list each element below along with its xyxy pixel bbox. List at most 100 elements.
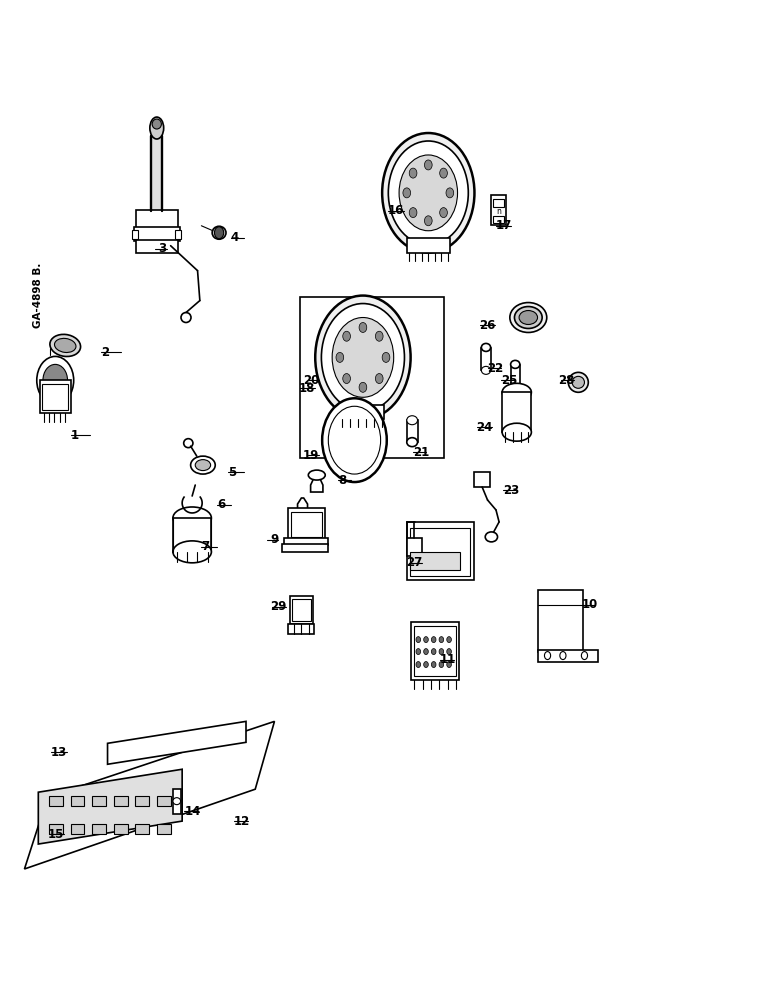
Bar [49,796,63,806]
Ellipse shape [308,470,325,480]
Text: 20: 20 [303,374,319,387]
Bar [70,824,84,834]
Ellipse shape [191,456,215,474]
Circle shape [37,356,73,404]
Ellipse shape [50,334,80,356]
Text: 14: 14 [185,805,201,818]
Circle shape [439,662,444,668]
Bar [157,824,171,834]
Polygon shape [25,721,275,869]
Ellipse shape [568,372,588,392]
Text: 24: 24 [476,421,493,434]
Ellipse shape [519,311,537,324]
Circle shape [332,318,394,397]
Bar [173,789,181,814]
Circle shape [215,227,224,239]
Bar [491,195,506,225]
Bar [475,472,490,487]
Circle shape [432,637,436,643]
Circle shape [425,216,432,226]
Bar [410,552,460,570]
Ellipse shape [173,541,212,563]
Text: 7: 7 [201,540,209,553]
Circle shape [359,382,367,392]
Circle shape [447,637,452,643]
Circle shape [343,374,350,384]
Bar [291,512,322,537]
Polygon shape [310,475,323,492]
Bar [300,297,445,458]
Text: 2: 2 [101,346,110,359]
Bar [538,590,583,652]
Bar [42,384,68,410]
Polygon shape [297,498,307,510]
Text: 10: 10 [582,598,598,611]
Bar [410,528,470,576]
Text: 26: 26 [479,319,495,332]
Text: 21: 21 [413,446,429,459]
Bar [70,796,84,806]
Ellipse shape [514,307,542,328]
Text: 1: 1 [70,429,79,442]
Bar [288,508,325,540]
Circle shape [343,331,350,341]
Circle shape [375,331,383,341]
Circle shape [424,637,428,643]
Bar [151,136,162,211]
Bar [40,380,70,413]
Bar [113,824,127,834]
Circle shape [321,304,405,411]
Ellipse shape [502,383,531,401]
Text: 3: 3 [159,242,167,255]
Ellipse shape [184,439,193,448]
Bar [49,824,63,834]
Text: 27: 27 [406,556,422,569]
Text: 4: 4 [231,231,239,244]
Circle shape [409,208,417,218]
Ellipse shape [486,532,497,542]
Circle shape [446,188,454,198]
Bar [482,348,491,370]
Circle shape [315,296,411,419]
Ellipse shape [173,798,181,805]
Circle shape [382,352,390,362]
Circle shape [43,364,67,396]
Circle shape [416,662,421,668]
Text: 13: 13 [50,746,66,759]
Bar [290,596,313,624]
Ellipse shape [55,338,76,352]
Circle shape [447,662,452,668]
Circle shape [544,652,550,660]
Text: 9: 9 [270,533,279,546]
Bar [407,238,450,253]
Circle shape [403,188,411,198]
Text: 28: 28 [558,374,574,387]
Circle shape [359,322,367,332]
Ellipse shape [510,360,520,368]
Text: 22: 22 [488,362,504,375]
Bar [135,796,149,806]
Polygon shape [39,769,182,844]
Bar [282,544,328,552]
Bar [136,240,178,253]
Circle shape [424,662,428,668]
Ellipse shape [510,303,547,332]
Ellipse shape [407,416,418,425]
Circle shape [399,155,458,231]
Ellipse shape [181,313,191,322]
Text: 29: 29 [269,600,286,613]
Circle shape [388,141,469,245]
Circle shape [439,637,444,643]
Circle shape [322,398,387,482]
Text: 8: 8 [338,474,347,487]
Bar [407,538,422,556]
Circle shape [432,649,436,655]
Bar [92,796,106,806]
Text: 15: 15 [48,828,65,841]
Bar [493,199,503,207]
Circle shape [416,649,421,655]
Circle shape [375,374,383,384]
Bar [538,650,598,662]
Bar [292,599,310,621]
Ellipse shape [482,366,491,374]
